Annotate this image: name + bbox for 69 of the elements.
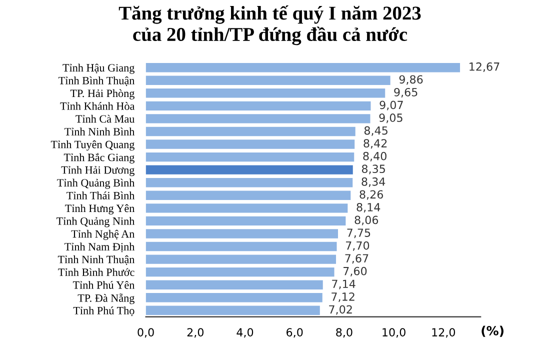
- bar: [146, 101, 371, 111]
- y-tick-label: Tỉnh Thái Bình: [66, 192, 135, 200]
- x-tick-label: 8,0: [336, 328, 352, 338]
- bar: [146, 216, 346, 226]
- data-label: 7,02: [329, 305, 352, 315]
- x-tick-label: 6,0: [286, 328, 303, 338]
- data-label: 8,40: [363, 152, 386, 162]
- bar: [146, 165, 353, 174]
- bar: [146, 152, 354, 162]
- bar: [146, 126, 356, 136]
- y-tick-label: TP. Hải Phòng: [70, 89, 134, 100]
- data-label: 7,60: [344, 266, 367, 276]
- y-tick-label: TP. Đà Nẵng: [78, 294, 134, 304]
- data-label: 9,86: [399, 75, 423, 85]
- bar: [146, 190, 351, 200]
- bar: [146, 306, 320, 316]
- data-label: 9,07: [380, 100, 403, 110]
- data-label: 7,12: [332, 292, 354, 302]
- y-tick-label: Tỉnh Hải Dương: [61, 166, 134, 176]
- bar: [146, 280, 323, 290]
- x-tick-label: 0,0: [138, 328, 154, 338]
- bar: [146, 254, 336, 264]
- y-tick-label: Tỉnh Quảng Bình: [57, 178, 135, 189]
- x-tick-label: 4,0: [236, 328, 254, 338]
- bar: [146, 293, 322, 302]
- bar: [146, 204, 348, 213]
- y-tick-label: Tỉnh Hậu Giang: [62, 64, 134, 74]
- y-tick-label: Tỉnh Cà Mau: [76, 114, 134, 123]
- bar: [146, 114, 370, 124]
- data-label: 8,42: [364, 139, 387, 149]
- data-label: 8,35: [362, 164, 385, 174]
- data-label: 7,75: [347, 228, 370, 238]
- bar: [146, 88, 386, 98]
- data-label: 8,34: [362, 177, 386, 187]
- y-tick-label: Tỉnh Bắc Giang: [64, 153, 134, 164]
- bar: [146, 267, 334, 277]
- y-tick-label: Tỉnh Bình Phước: [58, 268, 134, 276]
- bar: [146, 178, 353, 188]
- bar: [146, 229, 338, 238]
- data-label: 8,26: [360, 190, 384, 200]
- y-tick-label: Tỉnh Nghệ An: [71, 230, 135, 240]
- data-label: 7,14: [332, 280, 356, 290]
- x-tick-label: 12,0: [432, 328, 456, 338]
- y-tick-label: Tỉnh Bình Thuận: [58, 76, 135, 86]
- y-tick-label: Tỉnh Ninh Bình: [64, 128, 135, 136]
- bar: [146, 140, 355, 149]
- data-label: 7,70: [346, 241, 370, 251]
- data-label: 12,67: [470, 62, 500, 72]
- y-tick-label: Tỉnh Phú Thọ: [73, 306, 134, 316]
- y-tick-label: Tỉnh Ninh Thuận: [58, 255, 135, 265]
- x-axis-title: (%): [482, 326, 504, 337]
- data-label: 8,45: [364, 126, 388, 136]
- data-label: 9,05: [379, 114, 402, 124]
- y-tick-label: Tỉnh Hưng Yên: [65, 204, 135, 214]
- y-tick-label: Tỉnh Khánh Hòa: [60, 102, 135, 110]
- data-label: 7,67: [345, 254, 368, 264]
- y-tick-label: Tỉnh Tuyên Quang: [50, 140, 134, 151]
- bar: [146, 242, 337, 252]
- y-tick-label: Tỉnh Quảng Ninh: [56, 217, 135, 228]
- x-tick-label: 2,0: [187, 328, 204, 338]
- x-tick-label: 10,0: [382, 328, 406, 338]
- y-tick-label: Tỉnh Phú Yên: [72, 280, 135, 289]
- y-tick-label: Tỉnh Nam Định: [64, 242, 135, 252]
- chart-title: Tăng trưởng kinh tế quý I năm 2023 của 20 tỉnh/TP đứng đầu cả nước: [118, 5, 421, 46]
- data-label: 8,14: [356, 202, 380, 213]
- bar: [146, 76, 390, 85]
- data-label: 8,06: [354, 216, 378, 226]
- data-label: 9,65: [394, 88, 418, 98]
- bar: [146, 62, 460, 72]
